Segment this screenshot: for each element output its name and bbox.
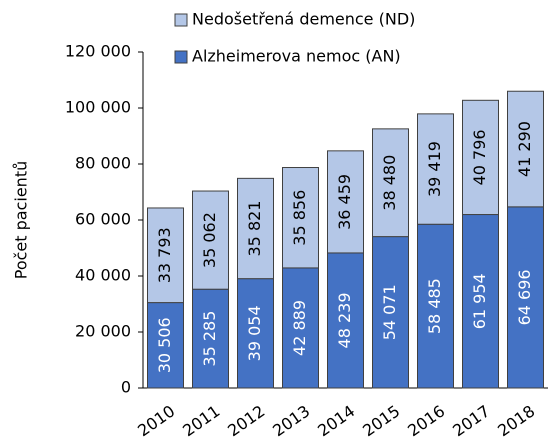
x-tick-label: 2012 bbox=[224, 401, 268, 440]
bar-segment bbox=[507, 206, 544, 389]
bar-segment bbox=[417, 113, 454, 225]
value-label: 35 821 bbox=[245, 201, 264, 257]
bar-segment bbox=[462, 214, 499, 389]
x-tick-label: 2015 bbox=[359, 401, 403, 440]
value-label: 33 793 bbox=[155, 227, 174, 283]
bar-segment bbox=[462, 99, 499, 216]
value-label: 40 796 bbox=[470, 129, 489, 185]
y-axis-title: Počet pacientů bbox=[12, 161, 31, 279]
bar-segment bbox=[507, 90, 544, 208]
y-tick-label: 100 000 bbox=[65, 98, 131, 117]
bar-segment bbox=[282, 167, 319, 269]
value-label: 35 856 bbox=[290, 190, 309, 246]
x-tick-label: 2013 bbox=[269, 401, 313, 440]
x-tick-label: 2014 bbox=[314, 401, 358, 440]
y-tick-label: 60 000 bbox=[75, 210, 131, 229]
bar-segment bbox=[327, 150, 364, 254]
value-label: 30 506 bbox=[155, 317, 174, 373]
bar-segment bbox=[192, 190, 229, 290]
y-tick-label: 20 000 bbox=[75, 322, 131, 341]
x-tick-label: 2017 bbox=[449, 401, 493, 440]
bar-segment bbox=[147, 207, 184, 304]
x-tick-label: 2011 bbox=[179, 401, 223, 440]
x-tick-label: 2018 bbox=[494, 401, 538, 440]
bar-segment bbox=[147, 302, 184, 389]
value-label: 58 485 bbox=[425, 278, 444, 334]
bar-segment bbox=[237, 278, 274, 389]
value-label: 35 062 bbox=[200, 212, 219, 268]
legend-swatch bbox=[174, 50, 188, 64]
y-tick-label: 40 000 bbox=[75, 266, 131, 285]
bar-segment bbox=[327, 252, 364, 389]
value-label: 61 954 bbox=[470, 273, 489, 329]
y-tick-label: 120 000 bbox=[65, 42, 131, 61]
legend-swatch bbox=[174, 13, 188, 27]
bar-segment bbox=[372, 128, 409, 238]
x-tick-label: 2010 bbox=[134, 401, 178, 440]
value-label: 36 459 bbox=[335, 174, 354, 230]
value-label: 35 285 bbox=[200, 311, 219, 367]
value-label: 41 290 bbox=[515, 121, 534, 177]
value-label: 64 696 bbox=[515, 269, 534, 325]
bar-segment bbox=[237, 177, 274, 280]
legend-label: Nedošetřená demence (ND) bbox=[192, 10, 415, 29]
y-tick-label: 0 bbox=[121, 378, 131, 397]
value-label: 42 889 bbox=[290, 300, 309, 356]
value-label: 39 054 bbox=[245, 305, 264, 361]
value-label: 39 419 bbox=[425, 141, 444, 197]
x-tick-label: 2016 bbox=[404, 401, 448, 440]
legend-label: Alzheimerova nemoc (AN) bbox=[192, 47, 401, 66]
value-label: 48 239 bbox=[335, 292, 354, 348]
value-label: 54 071 bbox=[380, 284, 399, 340]
value-label: 38 480 bbox=[380, 155, 399, 211]
y-tick-label: 80 000 bbox=[75, 154, 131, 173]
